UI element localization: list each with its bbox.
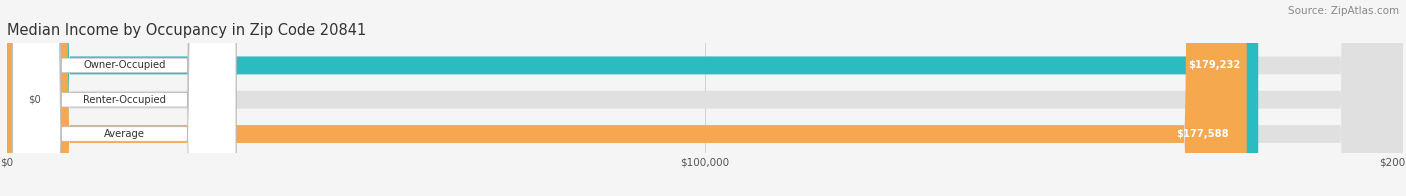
FancyBboxPatch shape <box>7 0 1247 196</box>
Text: $0: $0 <box>28 95 41 105</box>
Text: Owner-Occupied: Owner-Occupied <box>83 60 166 70</box>
FancyBboxPatch shape <box>7 0 1403 196</box>
Text: Average: Average <box>104 129 145 139</box>
FancyBboxPatch shape <box>13 0 236 196</box>
Text: $179,232: $179,232 <box>1188 60 1240 70</box>
FancyBboxPatch shape <box>13 0 236 196</box>
FancyBboxPatch shape <box>13 0 236 196</box>
FancyBboxPatch shape <box>7 0 1403 196</box>
Text: $177,588: $177,588 <box>1177 129 1229 139</box>
Text: Median Income by Occupancy in Zip Code 20841: Median Income by Occupancy in Zip Code 2… <box>7 23 367 38</box>
FancyBboxPatch shape <box>7 0 1403 196</box>
FancyBboxPatch shape <box>7 0 1258 196</box>
Text: Source: ZipAtlas.com: Source: ZipAtlas.com <box>1288 6 1399 16</box>
Text: Renter-Occupied: Renter-Occupied <box>83 95 166 105</box>
